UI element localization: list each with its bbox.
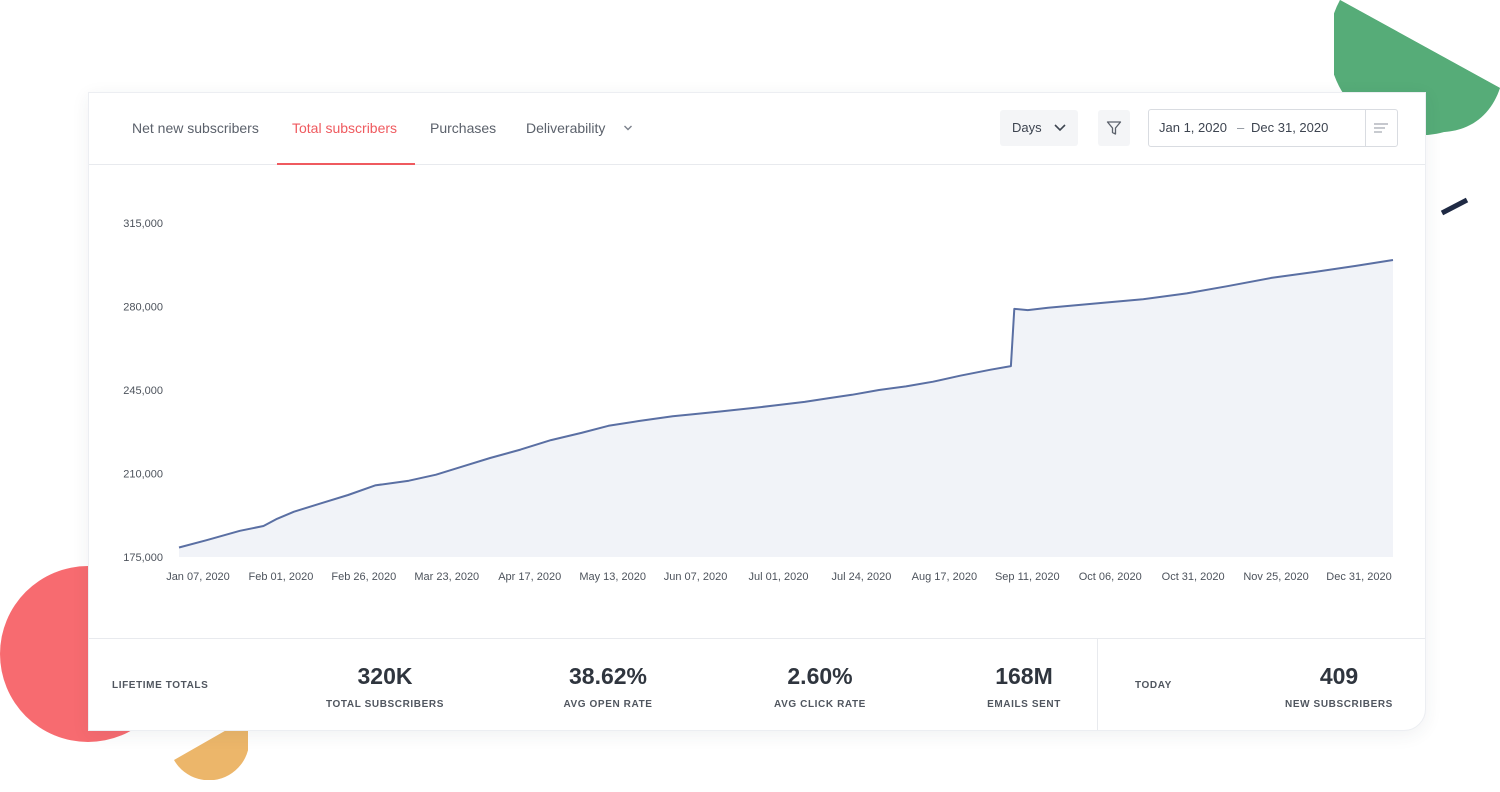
x-tick-label: Jun 07, 2020 bbox=[664, 571, 728, 583]
x-tick-label: Sep 11, 2020 bbox=[995, 571, 1060, 583]
chevron-down-icon[interactable] bbox=[623, 123, 633, 133]
tab-deliverability[interactable]: Deliverability bbox=[526, 120, 606, 136]
tab-net-new-subscribers[interactable]: Net new subscribers bbox=[132, 120, 259, 136]
x-tick-label: Oct 31, 2020 bbox=[1162, 571, 1225, 583]
x-tick-label: Feb 01, 2020 bbox=[249, 571, 314, 583]
active-tab-indicator bbox=[277, 163, 415, 165]
dashboard-card: Net new subscribers Total subscribers Pu… bbox=[88, 92, 1426, 731]
emails-sent-value: 168M bbox=[995, 663, 1053, 689]
chart-toolbar: Net new subscribers Total subscribers Pu… bbox=[89, 93, 1425, 165]
x-tick-label: Nov 25, 2020 bbox=[1243, 571, 1308, 583]
avg-click-rate-value: 2.60% bbox=[787, 663, 853, 689]
avg-open-rate-value: 38.62% bbox=[568, 663, 647, 689]
new-subscribers-value: 409 bbox=[1319, 663, 1359, 689]
x-tick-label: Jan 07, 2020 bbox=[166, 571, 230, 583]
y-tick-label: 175,000 bbox=[123, 552, 163, 564]
total-subscribers-value: 320K bbox=[357, 663, 413, 689]
lifetime-totals-label: LIFETIME TOTALS bbox=[112, 680, 209, 691]
tab-purchases[interactable]: Purchases bbox=[430, 120, 497, 136]
avg-click-rate-caption: AVG CLICK RATE bbox=[774, 699, 866, 710]
date-start: Jan 1, 2020 bbox=[1159, 120, 1227, 135]
decorative-navy-dash bbox=[1440, 197, 1469, 216]
x-tick-label: Dec 31, 2020 bbox=[1326, 571, 1391, 583]
stats-divider bbox=[1097, 639, 1098, 730]
granularity-select[interactable]: Days bbox=[1000, 110, 1078, 146]
y-axis: 315,000 280,000 245,000 210,000 175,000 bbox=[123, 218, 163, 564]
y-tick-label: 210,000 bbox=[123, 469, 163, 481]
series-line bbox=[178, 259, 1394, 549]
series-area bbox=[179, 260, 1393, 557]
x-tick-label: Oct 06, 2020 bbox=[1079, 571, 1142, 583]
new-subscribers-caption: NEW SUBSCRIBERS bbox=[1285, 699, 1393, 710]
x-tick-label: Aug 17, 2020 bbox=[912, 571, 977, 583]
stats-bar: LIFETIME TOTALS 320K TOTAL SUBSCRIBERS 3… bbox=[89, 638, 1425, 730]
date-end: Dec 31, 2020 bbox=[1251, 120, 1329, 135]
date-separator: – bbox=[1237, 120, 1245, 135]
x-tick-label: Jul 01, 2020 bbox=[749, 571, 809, 583]
y-tick-label: 315,000 bbox=[123, 218, 163, 230]
x-tick-label: Feb 26, 2020 bbox=[331, 571, 396, 583]
y-tick-label: 280,000 bbox=[123, 302, 163, 314]
total-subscribers-caption: TOTAL SUBSCRIBERS bbox=[326, 699, 444, 710]
menu-lines-icon[interactable] bbox=[1373, 122, 1389, 134]
x-tick-label: Apr 17, 2020 bbox=[498, 571, 561, 583]
x-tick-label: May 13, 2020 bbox=[579, 571, 646, 583]
tab-total-subscribers[interactable]: Total subscribers bbox=[292, 120, 398, 136]
x-tick-label: Jul 24, 2020 bbox=[831, 571, 891, 583]
x-axis: Jan 07, 2020 Feb 01, 2020 Feb 26, 2020 Mar … bbox=[166, 571, 1392, 583]
date-range-divider bbox=[1365, 110, 1366, 146]
emails-sent-caption: EMAILS SENT bbox=[987, 699, 1061, 710]
filter-button[interactable] bbox=[1098, 110, 1130, 146]
today-label: TODAY bbox=[1135, 680, 1172, 691]
total-subscribers-chart: 315,000 280,000 245,000 210,000 175,000 Jan … bbox=[123, 218, 1394, 583]
filter-icon bbox=[1106, 121, 1122, 135]
granularity-value: Days bbox=[1012, 120, 1042, 135]
y-tick-label: 245,000 bbox=[123, 385, 163, 397]
avg-open-rate-caption: AVG OPEN RATE bbox=[563, 699, 653, 710]
decorative-yellow-half-circle bbox=[174, 720, 248, 780]
chevron-down-icon bbox=[1054, 124, 1066, 132]
x-tick-label: Mar 23, 2020 bbox=[414, 571, 479, 583]
date-range-picker[interactable]: Jan 1, 2020 – Dec 31, 2020 bbox=[1148, 109, 1398, 147]
